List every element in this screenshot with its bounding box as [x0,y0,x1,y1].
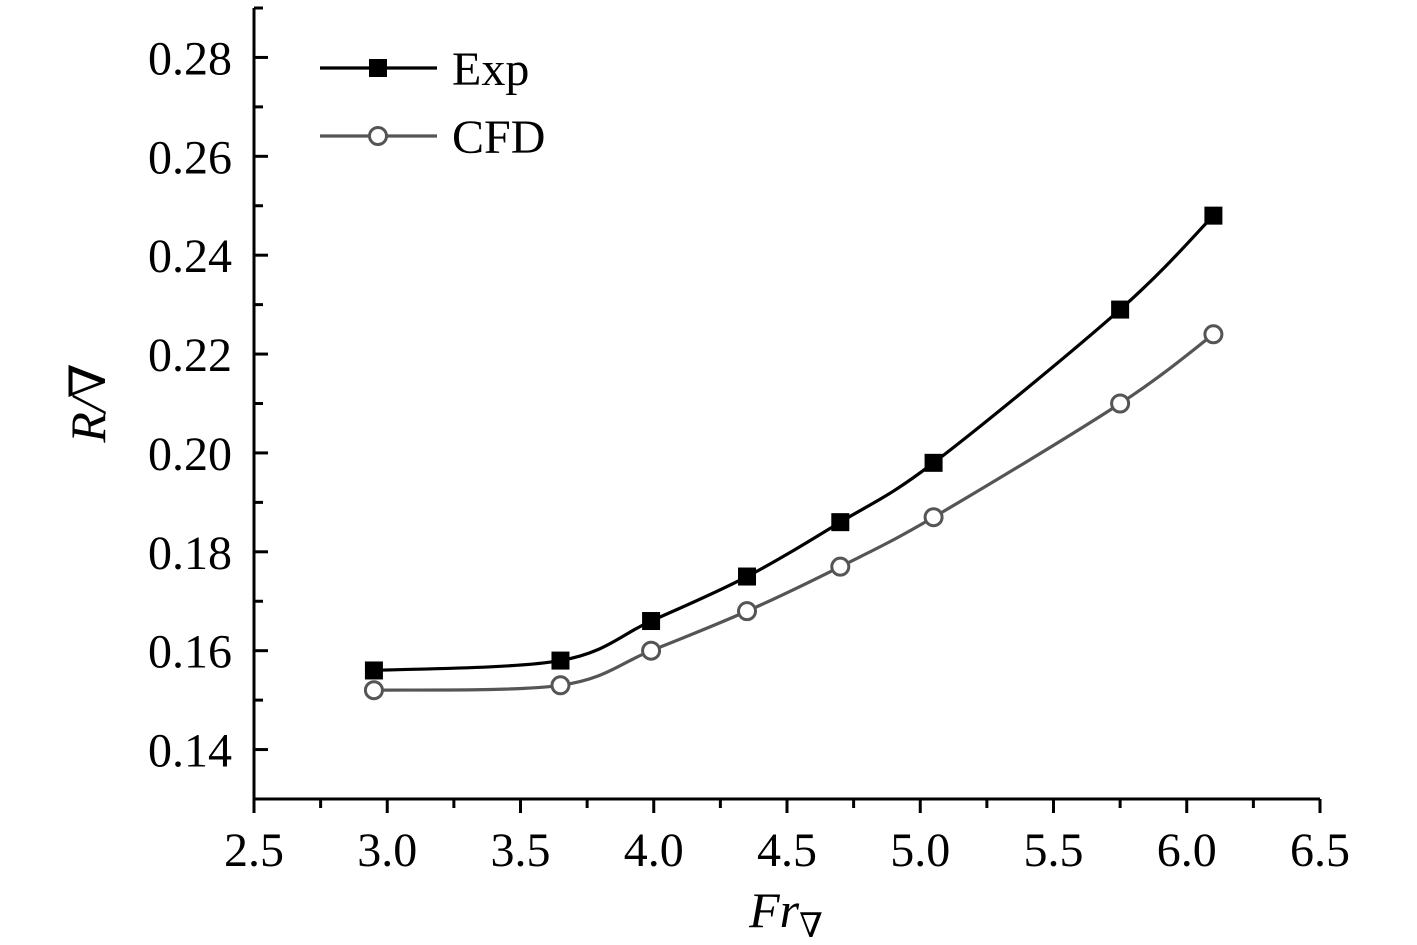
y-tick-label: 0.16 [148,626,232,679]
legend-marker-cfd [368,126,388,146]
y-tick-label: 0.24 [148,230,232,283]
data-point-exp [1111,300,1130,319]
data-point-cfd [1203,324,1224,345]
data-point-cfd [641,640,662,661]
x-axis-label-main: Fr [748,882,800,938]
series-cfd [363,324,1224,701]
y-axis-label: R/∇ [60,363,116,443]
x-tick-label: 6.0 [1157,824,1217,877]
data-point-exp [364,661,383,680]
series-line-cfd [373,333,1215,692]
x-tick-label: 4.5 [757,824,817,877]
series-exp [364,206,1223,680]
x-tick-label: 5.0 [890,824,950,877]
y-tick-label: 0.14 [148,725,232,778]
x-tick-label: 3.0 [357,824,417,877]
data-point-cfd [923,507,944,528]
x-tick-label: 3.5 [491,824,551,877]
legend: Exp CFD [320,43,545,164]
y-tick-label: 0.28 [148,32,232,85]
x-tick-label: 6.5 [1290,824,1350,877]
data-point-exp [1204,206,1223,225]
legend-label-exp: Exp [452,43,529,96]
legend-marker-exp [369,59,387,77]
data-point-exp [551,651,570,670]
x-tick-label: 4.0 [624,824,684,877]
legend-item-cfd: CFD [320,111,545,164]
data-point-cfd [363,680,384,701]
y-tick-label: 0.18 [148,527,232,580]
data-point-cfd [550,675,571,696]
data-point-exp [642,612,661,631]
x-axis-label: Fr∇ [748,882,823,945]
data-point-cfd [1110,393,1131,414]
data-point-cfd [830,556,851,577]
axes: 2.5 3.0 3.5 4.0 4.5 5.0 5.5 6.0 6.5 0.14 0.16 0.18 0… [148,6,1350,877]
y-tick-label: 0.22 [148,329,232,382]
legend-item-exp: Exp [320,43,529,96]
data-point-exp [924,453,943,472]
x-axis-label-subscript: ∇ [799,908,823,945]
series-line-exp [373,214,1215,673]
data-point-cfd [737,601,758,622]
data-point-exp [831,513,850,532]
y-tick-label: 0.20 [148,428,232,481]
x-tick-label: 5.5 [1024,824,1084,877]
series-layer [363,206,1224,701]
y-tick-label: 0.26 [148,131,232,184]
axis-labels: Fr∇ R/∇ [60,363,823,945]
data-point-exp [738,567,757,586]
legend-label-cfd: CFD [452,111,545,164]
x-tick-label: 2.5 [224,824,284,877]
